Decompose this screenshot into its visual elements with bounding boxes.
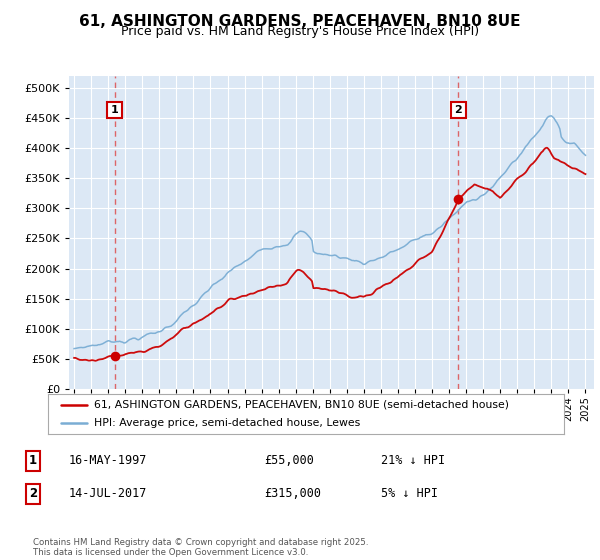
Text: 21% ↓ HPI: 21% ↓ HPI (381, 454, 445, 468)
Text: 61, ASHINGTON GARDENS, PEACEHAVEN, BN10 8UE (semi-detached house): 61, ASHINGTON GARDENS, PEACEHAVEN, BN10 … (94, 400, 509, 409)
Text: 14-JUL-2017: 14-JUL-2017 (69, 487, 148, 501)
Text: 5% ↓ HPI: 5% ↓ HPI (381, 487, 438, 501)
Text: £55,000: £55,000 (264, 454, 314, 468)
Text: 2: 2 (454, 105, 462, 115)
Text: 1: 1 (29, 454, 37, 468)
Text: 1: 1 (110, 105, 118, 115)
Text: Price paid vs. HM Land Registry's House Price Index (HPI): Price paid vs. HM Land Registry's House … (121, 25, 479, 38)
Text: 16-MAY-1997: 16-MAY-1997 (69, 454, 148, 468)
Text: HPI: Average price, semi-detached house, Lewes: HPI: Average price, semi-detached house,… (94, 418, 361, 428)
Text: 2: 2 (29, 487, 37, 501)
Text: Contains HM Land Registry data © Crown copyright and database right 2025.
This d: Contains HM Land Registry data © Crown c… (33, 538, 368, 557)
Text: 61, ASHINGTON GARDENS, PEACEHAVEN, BN10 8UE: 61, ASHINGTON GARDENS, PEACEHAVEN, BN10 … (79, 14, 521, 29)
Text: £315,000: £315,000 (264, 487, 321, 501)
